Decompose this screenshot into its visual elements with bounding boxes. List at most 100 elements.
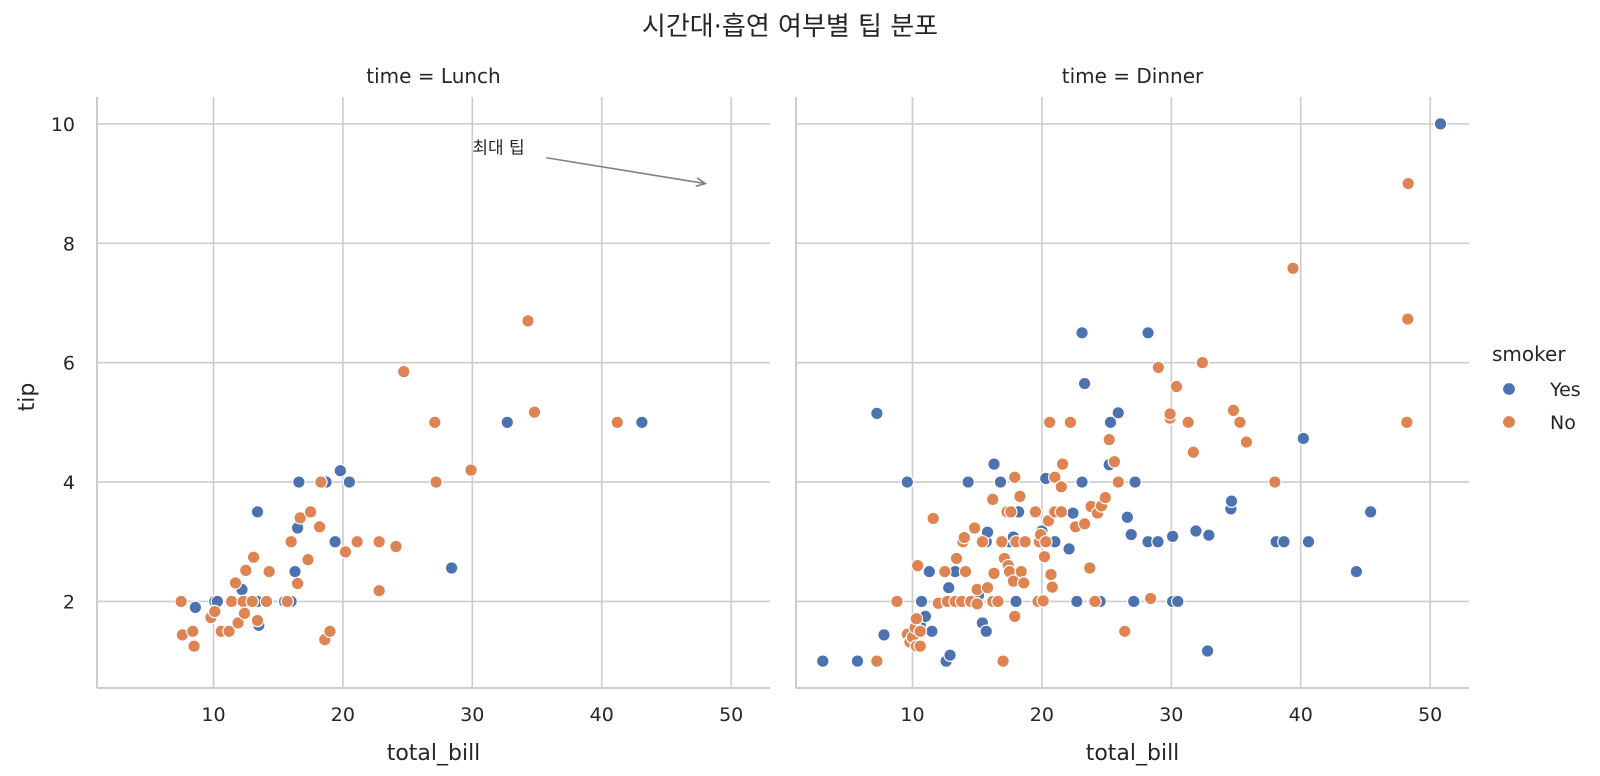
data-point-no	[967, 521, 982, 535]
data-point-no	[1013, 489, 1027, 504]
data-point-yes	[250, 505, 265, 519]
data-point-yes	[1009, 594, 1023, 609]
data-point-yes	[1189, 524, 1203, 538]
data-point-no	[1014, 564, 1028, 579]
data-point-no	[610, 415, 625, 430]
data-point-yes	[1301, 534, 1316, 549]
data-point-no	[372, 583, 386, 598]
chart-title: 시간대·흡연 여부별 팁 분포	[642, 12, 938, 42]
data-point-no	[1037, 549, 1052, 564]
data-point-no	[909, 611, 924, 626]
data-point-no	[926, 511, 940, 526]
data-point-yes	[328, 534, 342, 549]
data-point-no	[1286, 261, 1300, 276]
data-point-no	[994, 534, 1009, 549]
data-point-no	[913, 624, 928, 639]
data-point-no	[913, 639, 928, 654]
facet-title: time = Lunch	[366, 64, 500, 88]
data-point-yes	[914, 594, 929, 609]
data-point-no	[957, 530, 972, 545]
data-point-no	[949, 551, 964, 566]
legend-label-no: No	[1550, 412, 1576, 434]
data-point-no	[228, 576, 243, 590]
data-point-yes	[850, 654, 865, 668]
data-point-no	[987, 566, 1001, 581]
data-point-no	[1226, 403, 1241, 418]
data-point-yes	[877, 628, 891, 642]
data-point-no	[389, 539, 403, 554]
data-point-no	[314, 475, 328, 489]
data-point-yes	[925, 624, 939, 639]
data-point-no	[312, 520, 327, 534]
data-point-no	[1045, 580, 1060, 594]
data-point-no	[1239, 435, 1254, 449]
data-point-no	[1038, 534, 1053, 549]
data-point-no	[350, 534, 364, 549]
legend-label-yes: Yes	[1549, 379, 1581, 401]
data-point-yes	[1070, 594, 1084, 609]
data-point-yes	[900, 475, 915, 489]
data-point-no	[245, 594, 260, 609]
data-point-no	[429, 475, 443, 489]
data-point-no	[1088, 594, 1102, 609]
x-tick-label: 30	[460, 704, 484, 726]
data-point-yes	[1296, 431, 1311, 446]
data-point-yes	[922, 564, 937, 579]
data-point-no	[290, 576, 305, 591]
facet-title: time = Dinner	[1062, 64, 1204, 88]
data-point-no	[1400, 312, 1415, 326]
x-tick-label: 50	[1418, 704, 1442, 726]
data-point-no	[396, 364, 411, 379]
data-point-no	[1018, 534, 1032, 549]
y-tick-label: 4	[63, 472, 75, 494]
data-point-no	[372, 534, 386, 549]
data-point-no	[980, 580, 995, 595]
data-point-no	[293, 511, 307, 525]
y-tick-label: 10	[51, 114, 75, 136]
data-point-yes	[444, 561, 459, 575]
data-point-yes	[1075, 475, 1089, 489]
data-point-no	[1044, 567, 1058, 582]
data-point-no	[1102, 432, 1117, 447]
data-point-yes	[1120, 510, 1135, 525]
data-point-no	[527, 405, 542, 419]
data-point-yes	[979, 624, 994, 639]
data-point-no	[187, 639, 201, 654]
data-point-yes	[1200, 644, 1215, 658]
annotation-arrowhead	[695, 177, 708, 188]
data-point-no	[1028, 505, 1043, 519]
data-point-yes	[1111, 405, 1126, 420]
data-point-no	[1143, 591, 1158, 606]
data-point-no	[870, 654, 884, 668]
data-point-no	[1163, 407, 1177, 421]
data-point-no	[938, 564, 952, 579]
data-point-yes	[815, 654, 830, 668]
data-point-yes	[288, 564, 302, 579]
data-point-no	[970, 597, 984, 611]
data-point-yes	[943, 648, 957, 662]
data-point-no	[890, 594, 904, 609]
y-tick-label: 8	[63, 233, 75, 255]
data-point-no	[427, 415, 442, 430]
panel-dinner: 10 20 30 40 50 time = Dinner total_bill	[795, 64, 1469, 766]
x-tick-label: 10	[900, 704, 924, 726]
data-point-yes	[993, 475, 1008, 489]
data-point-no	[975, 534, 990, 549]
data-point-yes	[1062, 542, 1076, 556]
x-tick-label: 20	[331, 704, 355, 726]
panel-lunch: 10 20 30 40 50 2 4 6 8 10 time = Lunch total_bill 최대…	[51, 64, 770, 766]
data-point-no	[1063, 415, 1078, 430]
data-point-no	[1036, 594, 1050, 608]
data-point-no	[1082, 561, 1097, 575]
x-axis-label: total_bill	[1086, 741, 1180, 766]
data-point-no	[985, 492, 1000, 507]
data-point-no	[239, 563, 253, 578]
data-point-no	[301, 552, 315, 567]
y-tick-label: 6	[63, 353, 75, 375]
x-tick-label: 50	[719, 704, 743, 726]
data-point-no	[1077, 517, 1092, 531]
data-point-yes	[1277, 534, 1291, 549]
data-point-yes	[1151, 534, 1165, 549]
data-point-no	[303, 505, 318, 519]
data-point-no	[1186, 445, 1201, 459]
